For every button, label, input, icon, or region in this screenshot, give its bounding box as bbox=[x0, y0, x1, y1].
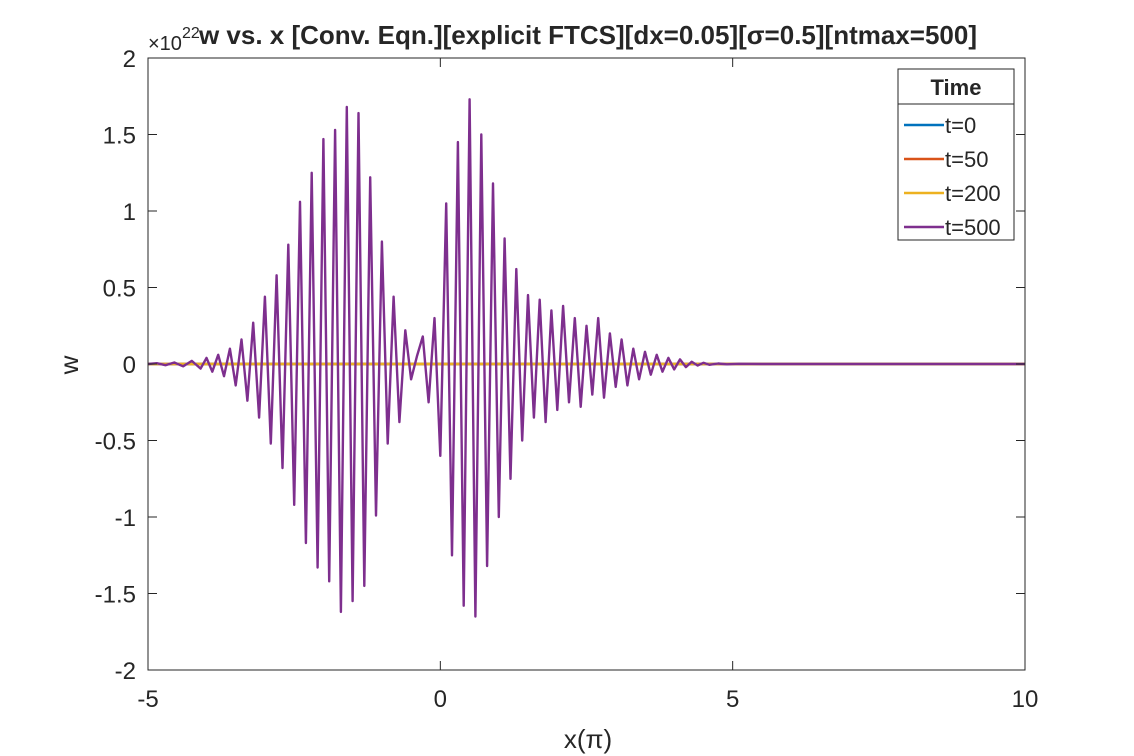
y-tick-label: 1.5 bbox=[103, 123, 136, 150]
series-line-t-500 bbox=[147, 98, 1025, 618]
y-exponent-label: ×1022 bbox=[148, 25, 200, 55]
y-exponent-prefix: ×10 bbox=[148, 33, 182, 55]
y-tick-label: -0.5 bbox=[95, 429, 136, 456]
y-tick-label: 2 bbox=[123, 46, 136, 73]
y-tick-label: -1.5 bbox=[95, 582, 136, 609]
legend-label: t=0 bbox=[945, 113, 976, 138]
y-tick-label: -1 bbox=[115, 505, 136, 532]
x-tick-label: -5 bbox=[137, 686, 158, 713]
y-tick-label: -2 bbox=[115, 658, 136, 685]
chart-title: w vs. x [Conv. Eqn.][explicit FTCS][dx=0… bbox=[198, 20, 977, 50]
y-exponent-value: 22 bbox=[182, 25, 200, 42]
y-tick-label: 0 bbox=[123, 352, 136, 379]
legend-title: Time bbox=[931, 75, 982, 100]
legend-box bbox=[897, 68, 1015, 241]
x-tick-label: 5 bbox=[726, 686, 739, 713]
y-axis-label: w bbox=[54, 355, 84, 375]
legend-label: t=200 bbox=[945, 181, 1001, 206]
legend-items: t=0 t=50 t=200 t=500 bbox=[904, 113, 1001, 240]
x-tick-label: 10 bbox=[1012, 686, 1039, 713]
y-ticks: -2 -1.5 -1 -0.5 0 0.5 1 1.5 2 bbox=[95, 46, 1025, 685]
legend-label: t=500 bbox=[945, 215, 1001, 240]
series-layer bbox=[147, 98, 1025, 618]
x-axis-label: x(π) bbox=[564, 724, 612, 754]
x-ticks: -5 0 5 10 bbox=[137, 58, 1038, 713]
y-tick-label: 0.5 bbox=[103, 276, 136, 303]
y-tick-label: 1 bbox=[123, 199, 136, 226]
legend-label: t=50 bbox=[945, 147, 988, 172]
legend: Time t=0 t=50 t=200 t=500 bbox=[897, 68, 1015, 241]
x-tick-label: 0 bbox=[434, 686, 447, 713]
